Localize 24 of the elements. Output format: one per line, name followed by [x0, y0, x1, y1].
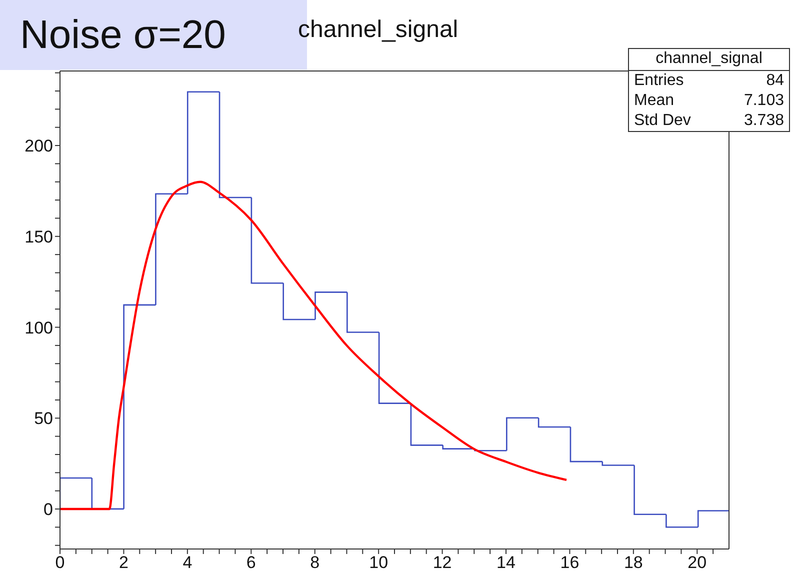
x-tick-label: 16: [560, 553, 580, 572]
x-tick-label: 8: [310, 553, 320, 572]
x-tick-label: 4: [182, 553, 192, 572]
x-tick-label: 12: [432, 553, 452, 572]
annotation: Std Dev: [634, 112, 691, 130]
text: 7.103: [744, 92, 784, 110]
y-tick-label: 200: [24, 136, 53, 156]
x-tick-label: 10: [369, 553, 388, 572]
y-tick-label: 0: [44, 500, 53, 520]
x-tick-label: 18: [624, 553, 643, 572]
chart-title: channel_signal: [298, 16, 458, 44]
text: channel_signal: [629, 49, 789, 71]
annotation: Mean: [634, 92, 674, 110]
x-tick-label: 0: [55, 553, 65, 572]
x-tick-label: 20: [688, 553, 707, 572]
annotation: Entries: [634, 72, 684, 90]
y-tick-label: 50: [34, 409, 53, 428]
text: 84: [766, 72, 784, 90]
y-tick-label: 150: [24, 227, 53, 246]
x-tick-label: 2: [118, 553, 128, 572]
text: 3.738: [744, 112, 784, 130]
x-tick-label: 14: [496, 553, 516, 572]
x-tick-label: 6: [246, 553, 256, 572]
y-tick-label: 100: [24, 318, 53, 338]
